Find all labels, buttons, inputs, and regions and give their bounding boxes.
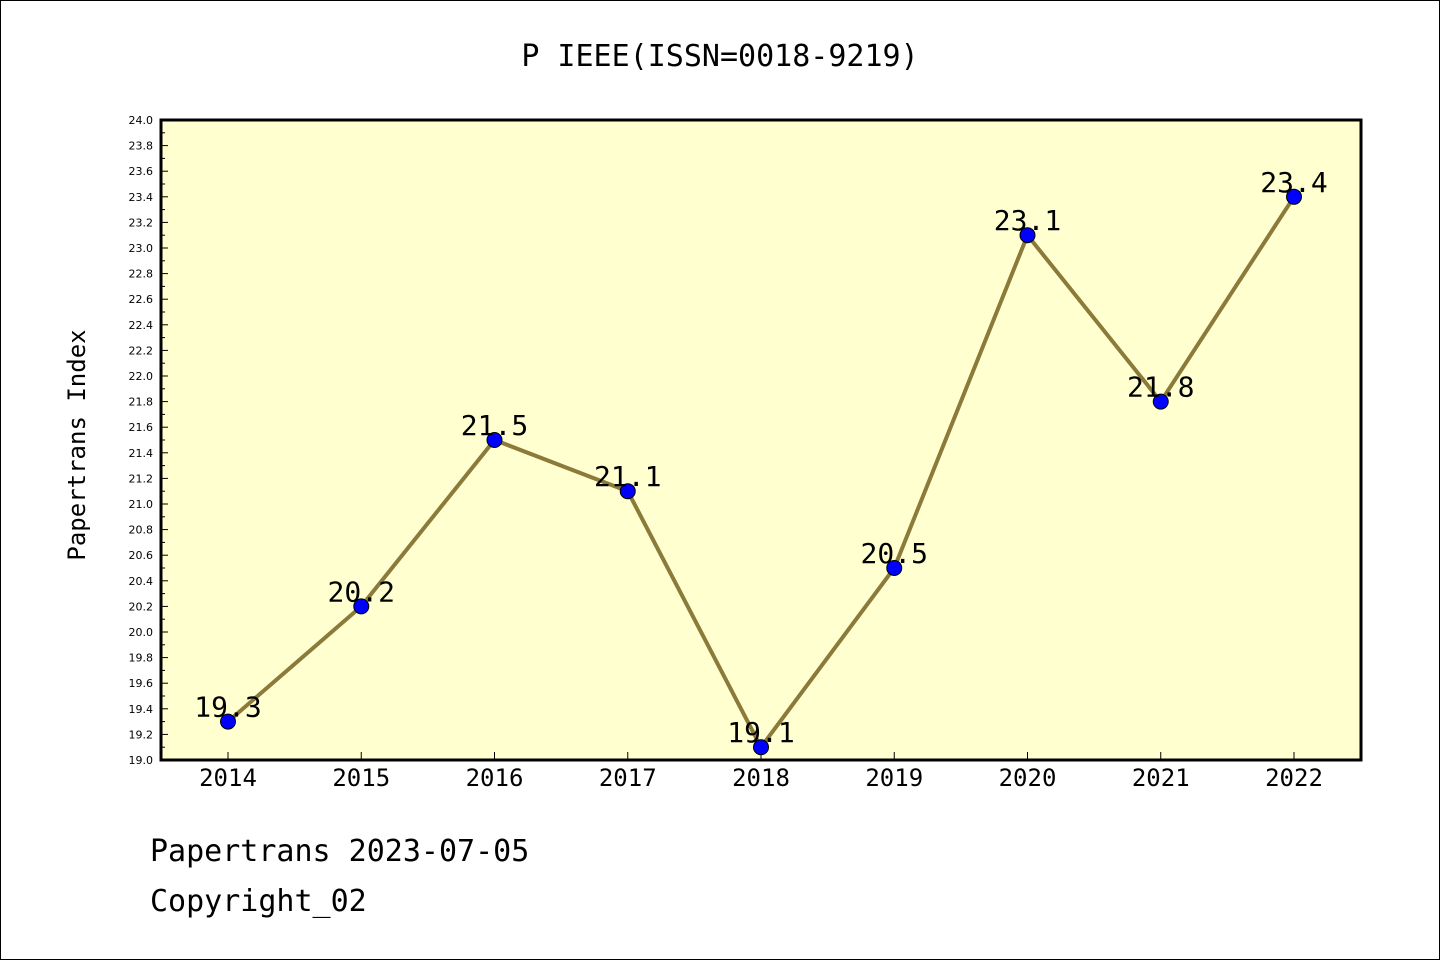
data-label: 20.5 — [861, 537, 928, 570]
chart-title: P IEEE(ISSN=0018-9219) — [521, 39, 918, 74]
x-tick-label: 2017 — [599, 764, 657, 792]
y-axis-label: Papertrans Index — [63, 329, 91, 560]
data-point — [886, 560, 903, 576]
x-axis-ticks: 2014 2015 2016 2017 2018 2019 2020 2021 2022 — [199, 752, 1323, 792]
y-tick-label: 21.4 — [129, 447, 154, 460]
y-tick-label: 19.0 — [129, 754, 154, 767]
x-tick-label: 2022 — [1265, 764, 1323, 792]
y-tick-label: 21.6 — [129, 421, 154, 434]
y-tick-label: 20.0 — [129, 626, 154, 639]
series-group: 19.3 20.2 21.5 21.1 19.1 20.5 23.1 21.8 23.4 — [194, 166, 1328, 756]
y-tick-label: 19.8 — [129, 652, 154, 665]
y-tick-label: 22.6 — [129, 293, 154, 306]
data-label: 21.8 — [1127, 371, 1194, 404]
x-tick-label: 2014 — [199, 764, 257, 792]
x-tick-label: 2020 — [999, 764, 1057, 792]
footer-copyright: Copyright_02 — [150, 884, 367, 919]
data-point — [1019, 227, 1036, 244]
y-tick-label: 20.8 — [129, 524, 154, 537]
y-tick-label: 19.2 — [129, 728, 154, 741]
y-tick-label: 23.6 — [129, 165, 154, 178]
x-tick-label: 2021 — [1132, 764, 1190, 792]
data-label: 19.1 — [727, 716, 794, 749]
data-label: 21.5 — [461, 409, 528, 442]
data-point — [220, 713, 236, 730]
y-tick-label: 24.0 — [129, 114, 154, 127]
data-point — [1152, 393, 1169, 410]
y-tick-label: 21.2 — [129, 472, 154, 485]
x-tick-label: 2016 — [466, 764, 524, 792]
y-tick-label: 20.4 — [129, 575, 154, 588]
footer-date: Papertrans 2023-07-05 — [150, 834, 530, 869]
data-label: 21.1 — [594, 460, 661, 493]
y-tick-label: 19.6 — [129, 677, 154, 690]
y-tick-label: 19.4 — [129, 703, 154, 716]
y-tick-label: 22.2 — [129, 344, 154, 357]
data-label: 23.1 — [994, 204, 1061, 237]
data-point — [353, 598, 370, 615]
x-tick-label: 2015 — [332, 764, 390, 792]
y-axis-ticks: 19.0 19.2 19.4 19.6 19.8 20.0 20.2 20.4 20.6 20.8… — [129, 114, 168, 767]
y-tick-label: 20.2 — [129, 600, 154, 613]
y-tick-label: 23.8 — [129, 140, 154, 153]
y-tick-label: 22.8 — [129, 268, 154, 281]
y-tick-label: 22.4 — [129, 319, 154, 332]
data-point — [619, 483, 636, 500]
data-label: 23.4 — [1260, 166, 1327, 199]
y-tick-label: 23.4 — [129, 191, 154, 204]
data-label: 20.2 — [328, 575, 395, 608]
data-point — [486, 432, 503, 448]
plot-area — [159, 118, 1363, 762]
x-tick-label: 2018 — [732, 764, 790, 792]
y-tick-label: 23.2 — [129, 216, 154, 229]
y-tick-label: 23.0 — [129, 242, 154, 255]
data-label: 19.3 — [194, 691, 261, 724]
data-point — [1286, 188, 1302, 205]
y-tick-label: 20.6 — [129, 549, 154, 562]
x-tick-label: 2019 — [865, 764, 923, 792]
y-tick-label: 22.0 — [129, 370, 154, 383]
data-point — [753, 739, 769, 756]
y-tick-label: 21.0 — [129, 498, 154, 511]
y-tick-label: 21.8 — [129, 396, 154, 409]
